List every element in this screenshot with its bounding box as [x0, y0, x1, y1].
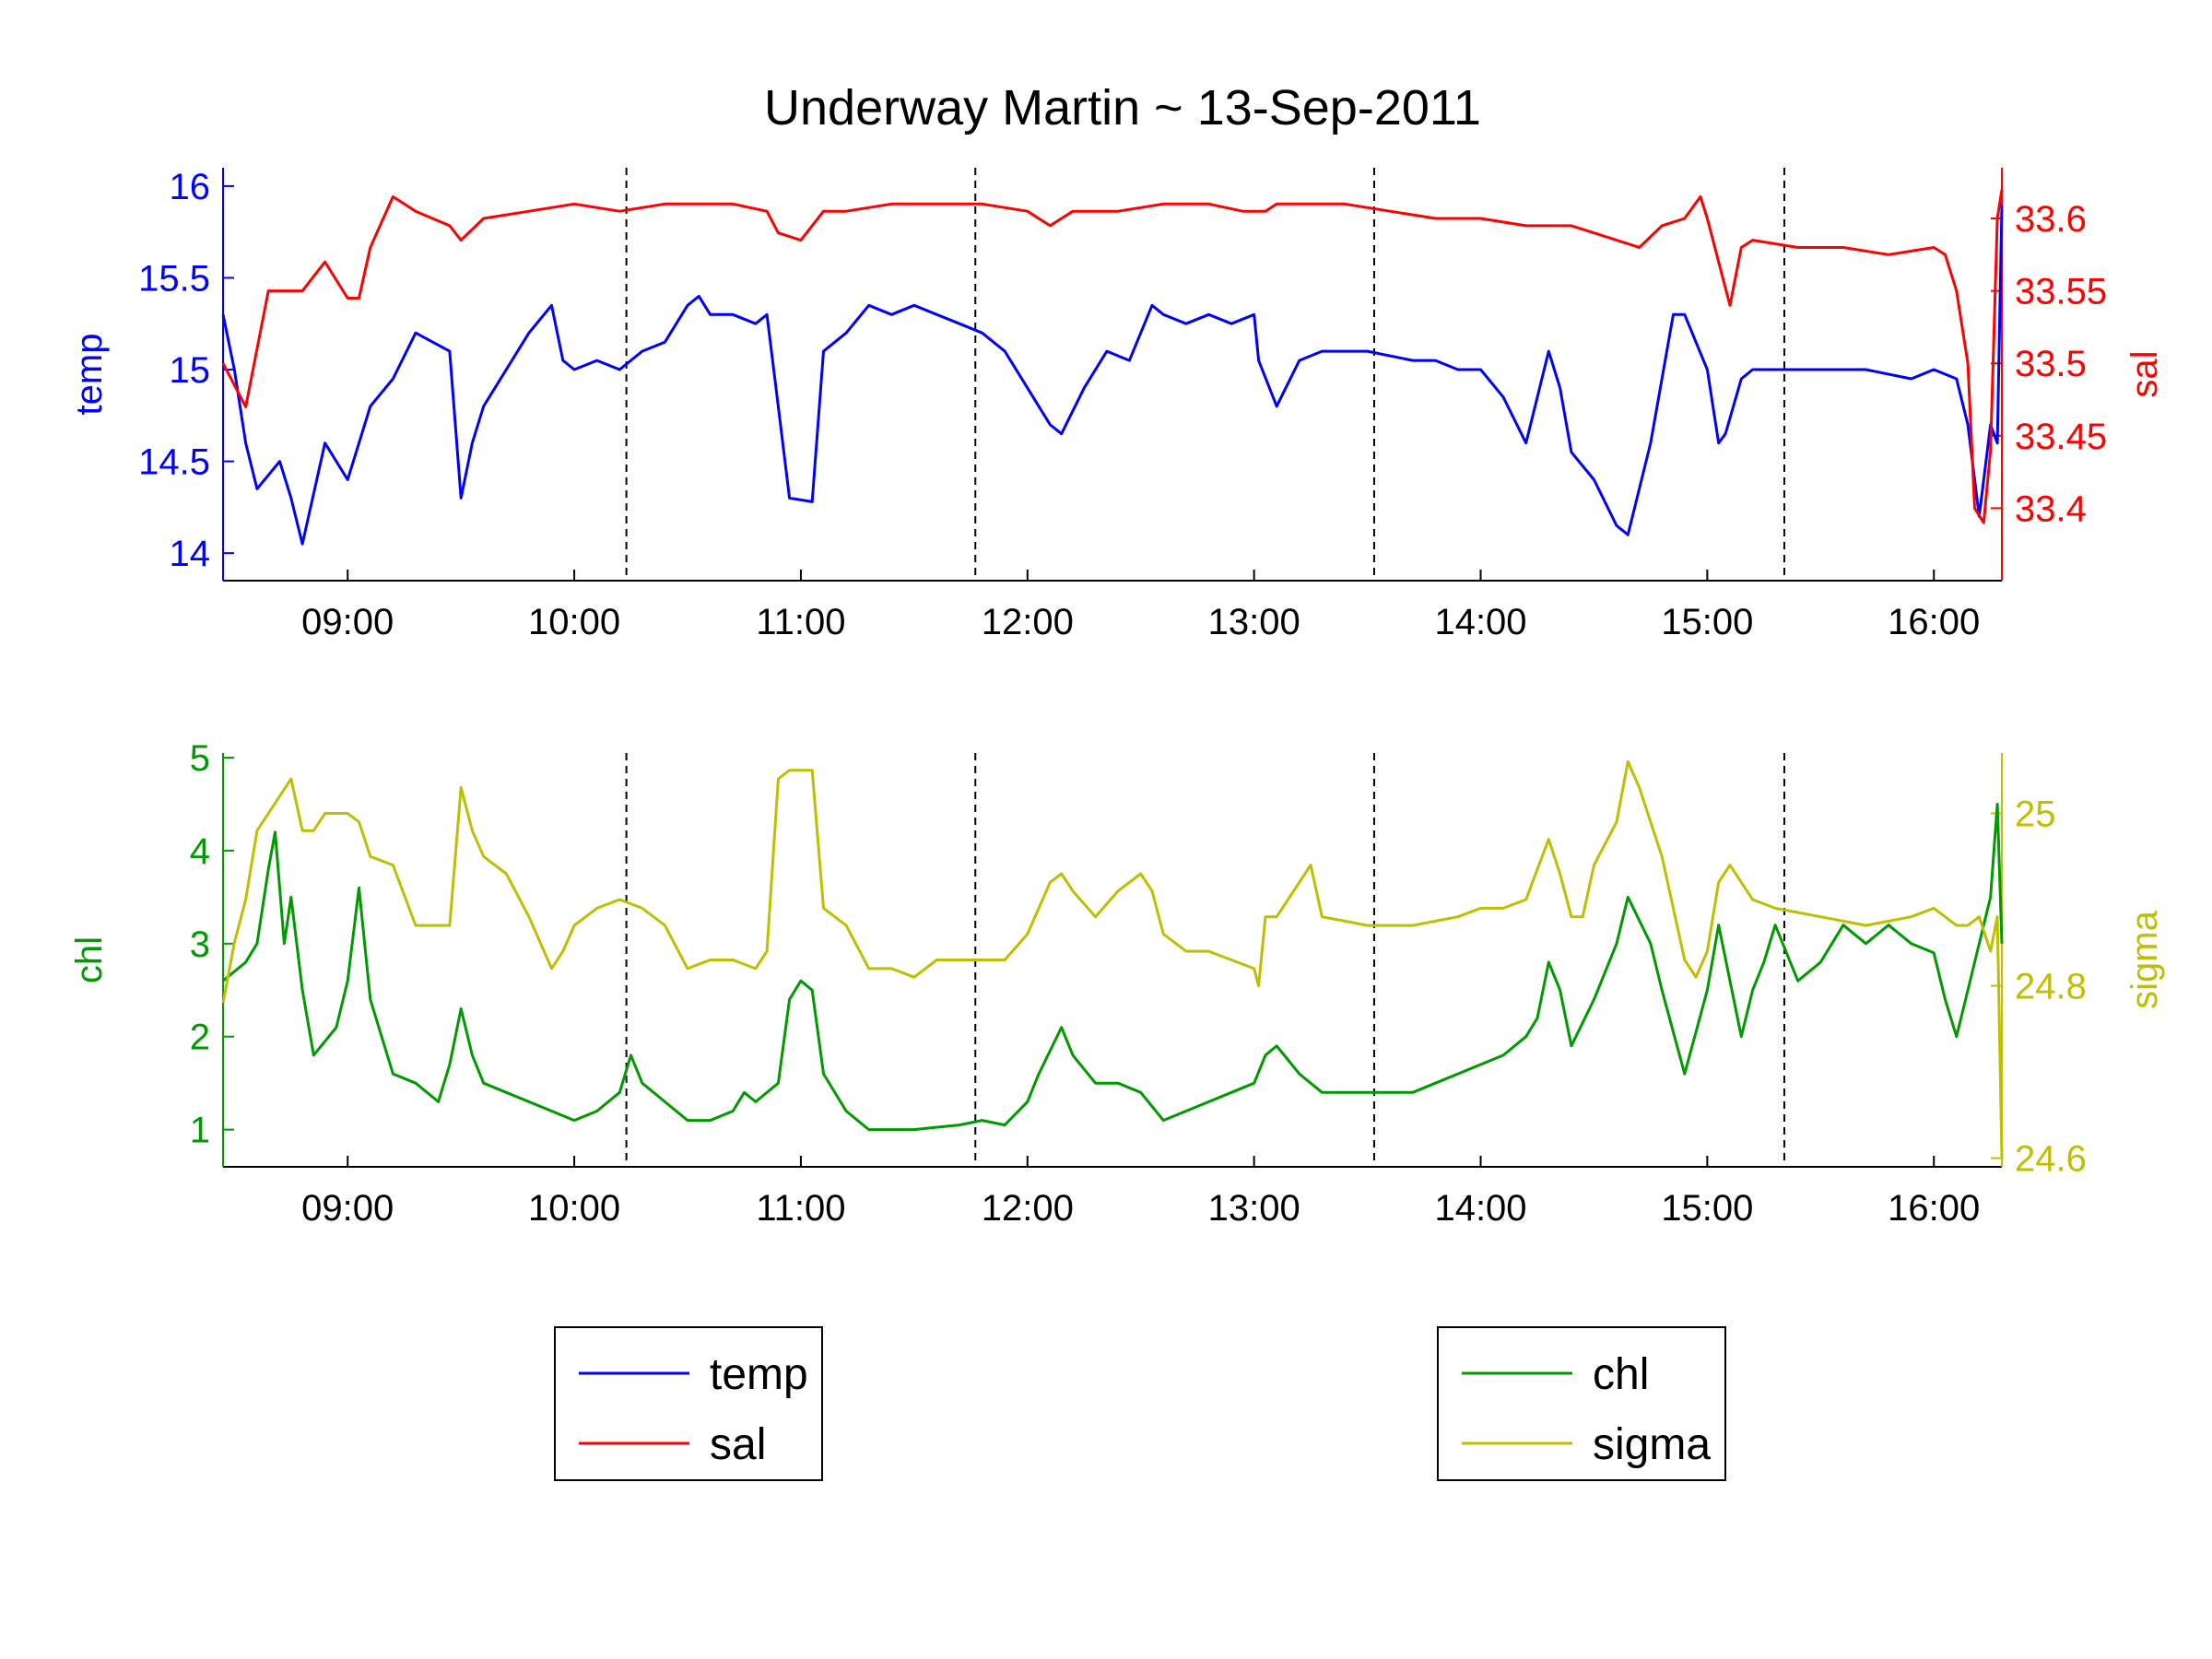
right-y-tick-label: 33.4 — [2015, 488, 2087, 529]
left-y-tick-label: 5 — [190, 738, 210, 779]
legend-label-temp: temp — [710, 1350, 808, 1399]
left-y-tick-label: 16 — [170, 167, 211, 207]
legend-2: chl sigma — [1437, 1326, 1726, 1481]
x-tick-label: 10:00 — [528, 1188, 620, 1229]
x-tick-label: 09:00 — [301, 1188, 394, 1229]
left-y-tick-label: 3 — [190, 924, 210, 965]
series-line-sal — [221, 189, 2004, 524]
left-y-tick-label: 15 — [170, 350, 211, 391]
x-tick-label: 13:00 — [1208, 1188, 1300, 1229]
x-tick-label: 11:00 — [756, 602, 845, 642]
panel-1: 09:00 10:00 11:00 12:00 13:00 14:00 15:00 16:00… — [69, 167, 2165, 642]
left-y-tick-label: 14.5 — [138, 442, 210, 483]
series-line-chl — [222, 803, 2004, 1132]
panels: 09:00 10:00 11:00 12:00 13:00 14:00 15:00 16:00… — [69, 167, 2165, 1229]
chart-title: Underway Martin ~ 13-Sep-2011 — [764, 80, 1481, 135]
left-axis-label: chl — [69, 936, 110, 983]
x-tick-label: 16:00 — [1888, 602, 1980, 642]
legend-label-chl: chl — [1593, 1350, 1649, 1399]
x-tick-label: 13:00 — [1208, 602, 1300, 642]
right-y-tick-label: 33.45 — [2015, 417, 2107, 457]
x-tick-label: 15:00 — [1661, 1188, 1753, 1229]
legend-label-sigma: sigma — [1593, 1420, 1711, 1469]
left-y-tick-label: 4 — [190, 831, 210, 872]
right-y-tick-label: 25 — [2015, 794, 2056, 834]
legend-box — [554, 1326, 823, 1481]
left-y-tick-label: 1 — [190, 1111, 210, 1151]
left-y-tick-label: 2 — [190, 1018, 210, 1058]
x-tick-label: 16:00 — [1888, 1188, 1980, 1229]
legends: temp sal chl sigma — [554, 1326, 1726, 1481]
right-y-tick-label: 24.6 — [2015, 1139, 2087, 1180]
left-y-tick-label: 15.5 — [138, 258, 210, 299]
legend-1: temp sal — [554, 1326, 823, 1481]
series-line-sigma — [221, 759, 2004, 1159]
legend-label-sal: sal — [710, 1420, 766, 1469]
right-y-tick-label: 24.8 — [2015, 967, 2087, 1007]
x-tick-label: 14:00 — [1434, 602, 1526, 642]
legend-box — [1437, 1326, 1726, 1481]
panel-2: 09:00 10:00 11:00 12:00 13:00 14:00 15:00 16:00… — [69, 738, 2165, 1229]
series-line-temp — [221, 204, 2004, 546]
x-tick-label: 12:00 — [982, 1188, 1074, 1229]
x-tick-label: 12:00 — [982, 602, 1074, 642]
left-y-tick-label: 14 — [170, 534, 211, 574]
right-axis-label: sal — [2124, 350, 2165, 397]
x-tick-label: 14:00 — [1434, 1188, 1526, 1229]
right-y-tick-label: 33.5 — [2015, 344, 2087, 384]
right-y-tick-label: 33.6 — [2015, 199, 2087, 240]
x-tick-label: 09:00 — [301, 602, 394, 642]
x-tick-label: 11:00 — [756, 1188, 845, 1229]
right-axis-label: sigma — [2124, 910, 2165, 1008]
x-tick-label: 15:00 — [1661, 602, 1753, 642]
x-tick-label: 10:00 — [528, 602, 620, 642]
left-axis-label: temp — [69, 334, 110, 416]
right-y-tick-label: 33.55 — [2015, 272, 2107, 312]
